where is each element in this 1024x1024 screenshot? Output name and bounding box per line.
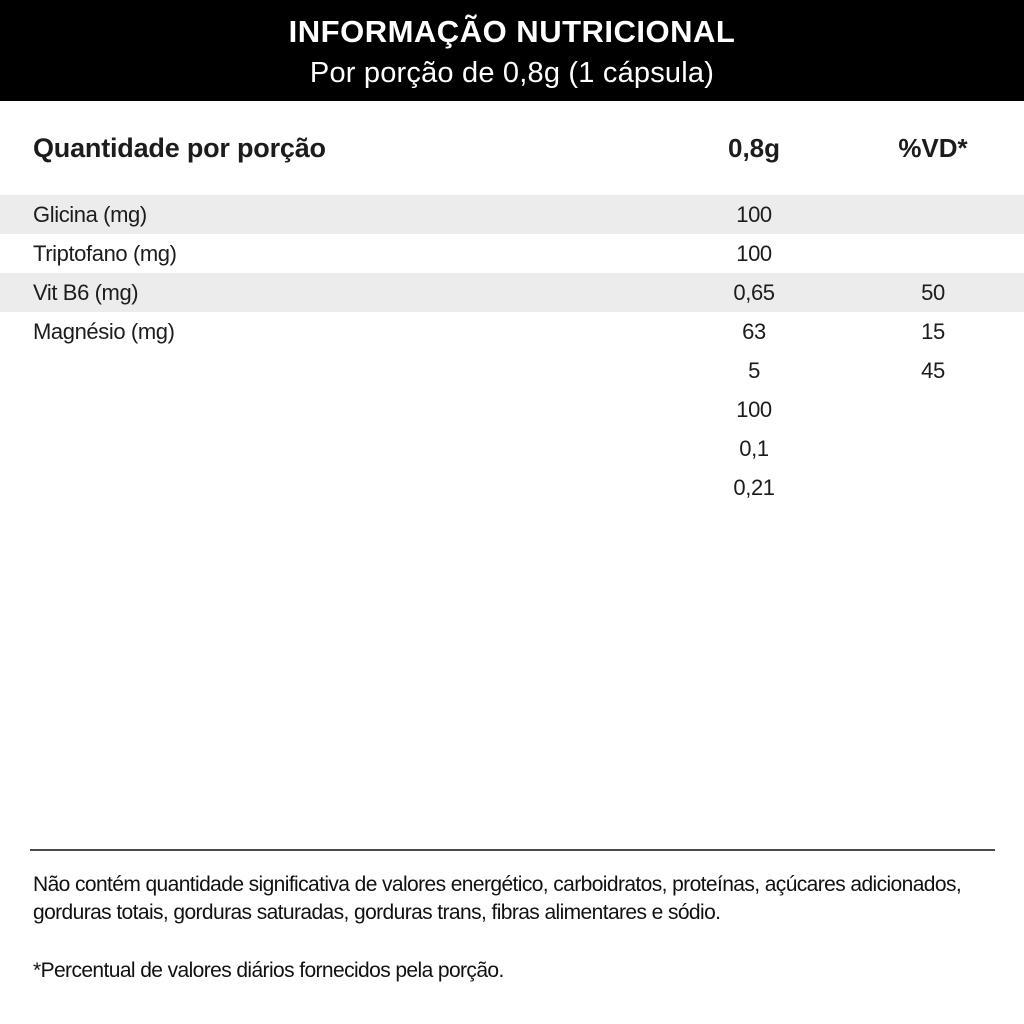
nutrition-table: Quantidade por porção 0,8g %VD* Glicina … bbox=[0, 125, 1024, 507]
nutrient-amount: 100 bbox=[736, 396, 772, 422]
nutrient-daily-value: 50 bbox=[921, 279, 945, 305]
column-header-daily-value: %VD* bbox=[898, 133, 968, 163]
table-header-row: Quantidade por porção 0,8g %VD* bbox=[0, 125, 1024, 172]
nutrient-name: Triptofano (mg) bbox=[33, 240, 177, 266]
footer-divider-line bbox=[30, 849, 995, 851]
table-row: Glicina (mg) 100 bbox=[0, 195, 1024, 234]
nutrient-amount: 63 bbox=[742, 318, 766, 344]
serving-size-subtitle: Por porção de 0,8g (1 cápsula) bbox=[309, 56, 715, 89]
nutrient-daily-value: 45 bbox=[921, 357, 945, 383]
nutrient-amount: 100 bbox=[736, 240, 772, 266]
column-header-amount: 0,8g bbox=[727, 133, 781, 163]
nutrition-title: INFORMAÇÃO NUTRICIONAL bbox=[288, 13, 736, 49]
daily-value-footnote: *Percentual de valores diários fornecido… bbox=[33, 959, 504, 982]
nutrient-amount: 0,1 bbox=[739, 435, 769, 461]
nutrient-amount: 100 bbox=[736, 201, 772, 227]
no-significant-amounts-disclaimer: Não contém quantidade significativa de v… bbox=[33, 873, 962, 924]
nutrition-header-band: INFORMAÇÃO NUTRICIONAL Por porção de 0,8… bbox=[0, 0, 1024, 101]
table-row: 100 bbox=[0, 390, 1024, 429]
nutrient-name: Vit B6 (mg) bbox=[33, 279, 139, 305]
table-row: Vit B6 (mg) 0,65 50 bbox=[0, 273, 1024, 312]
table-row: 0,1 bbox=[0, 429, 1024, 468]
table-row: Triptofano (mg) 100 bbox=[0, 234, 1024, 273]
table-row: 0,21 bbox=[0, 468, 1024, 507]
nutrient-name: Magnésio (mg) bbox=[33, 318, 175, 344]
nutrient-amount: 0,21 bbox=[733, 474, 775, 500]
table-row: Magnésio (mg) 63 15 bbox=[0, 312, 1024, 351]
nutrient-daily-value: 15 bbox=[921, 318, 945, 344]
column-header-quantity: Quantidade por porção bbox=[33, 133, 326, 163]
table-row: 5 45 bbox=[0, 351, 1024, 390]
nutrient-name: Glicina (mg) bbox=[33, 201, 147, 227]
nutrient-amount: 5 bbox=[748, 357, 760, 383]
table-body: Glicina (mg) 100 Triptofano (mg) 100 Vit B6 … bbox=[0, 195, 1024, 507]
nutrient-amount: 0,65 bbox=[733, 279, 775, 305]
